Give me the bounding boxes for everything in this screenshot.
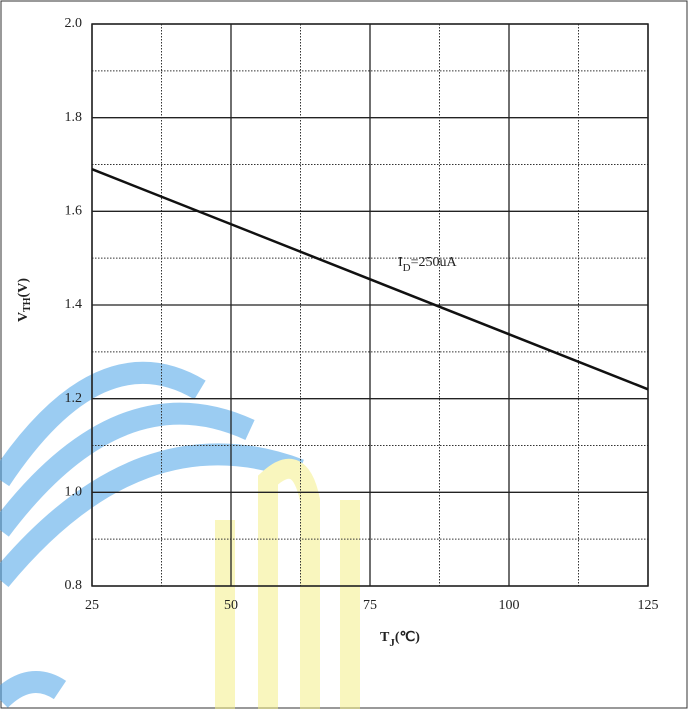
x-tick-label: 100	[499, 598, 520, 613]
y-tick-label: 1.2	[65, 391, 83, 406]
x-tick-label: 125	[638, 598, 659, 613]
y-tick-label: 1.4	[65, 297, 83, 312]
chart: TJ(℃) VTH(V) ID=250uA 2550751001250.81.0…	[0, 0, 688, 709]
y-tick-label: 2.0	[65, 16, 83, 31]
x-tick-label: 50	[224, 598, 238, 613]
y-tick-label: 0.8	[65, 578, 83, 593]
x-tick-label: 25	[85, 598, 99, 613]
y-tick-label: 1.0	[65, 485, 83, 500]
x-tick-label: 75	[363, 598, 377, 613]
y-tick-label: 1.6	[65, 204, 83, 219]
y-tick-label: 1.8	[65, 110, 83, 125]
